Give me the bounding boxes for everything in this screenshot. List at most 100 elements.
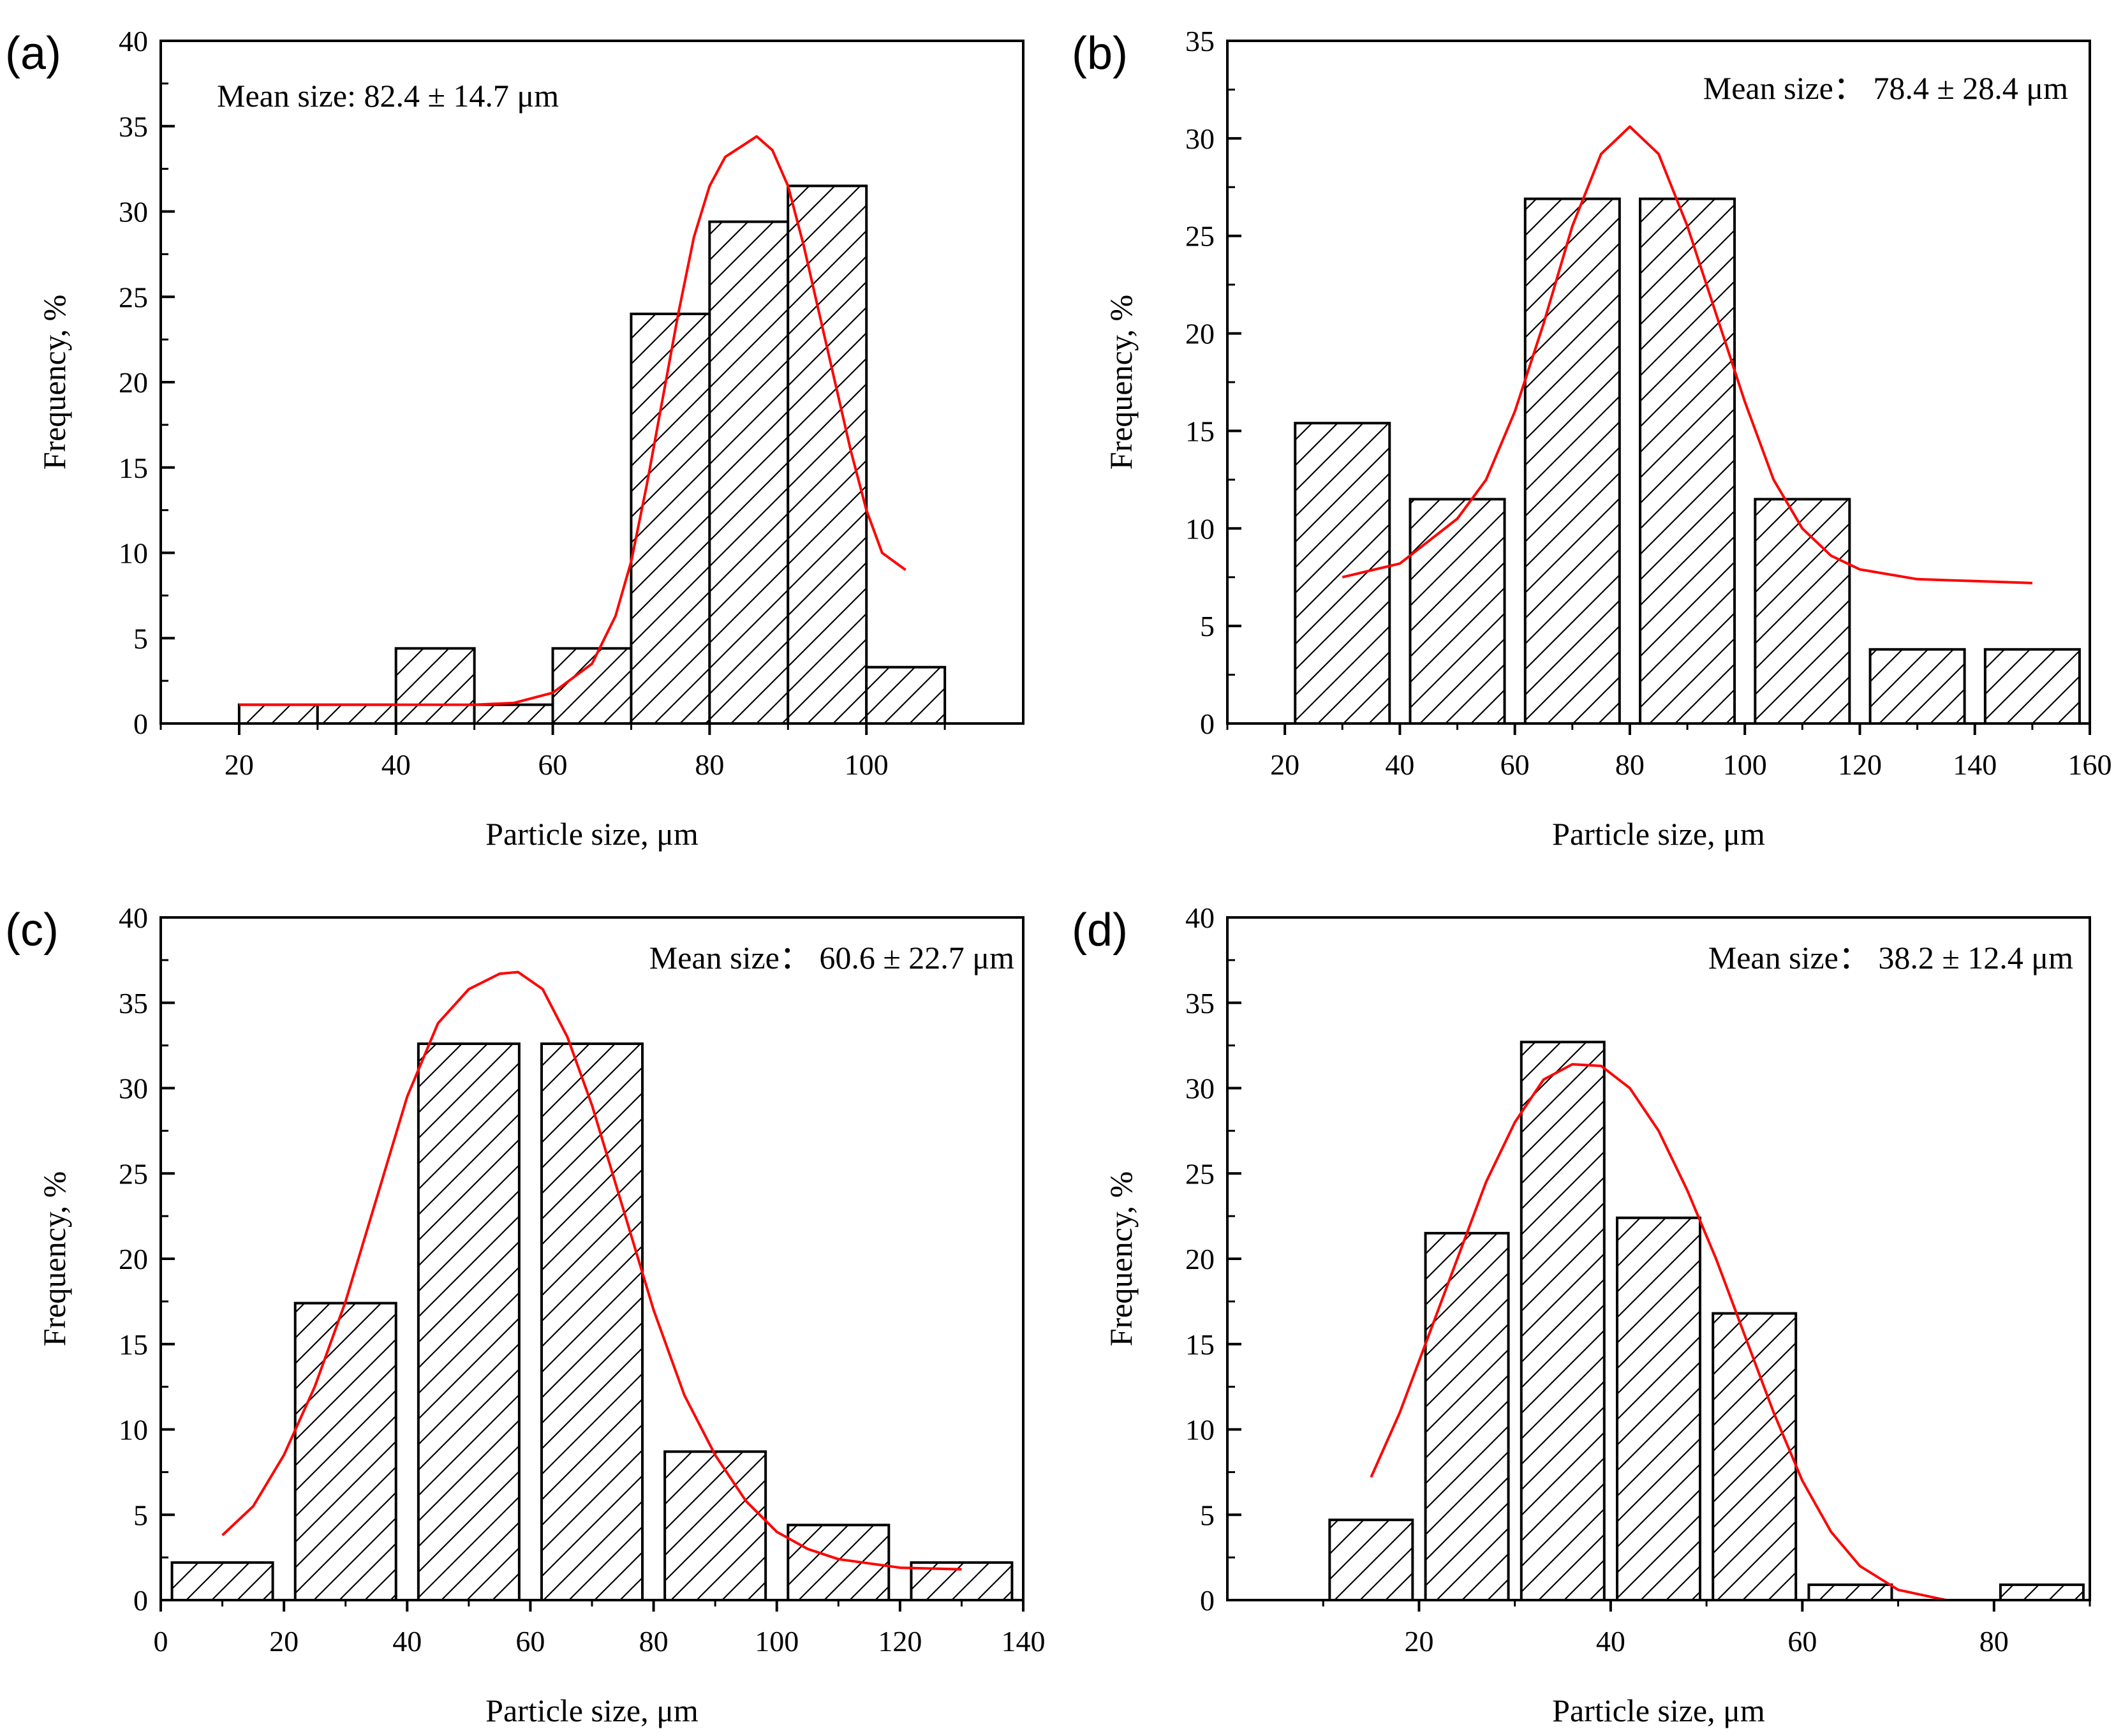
y-tick-label: 30 xyxy=(1185,1072,1215,1105)
y-tick-label: 30 xyxy=(1185,122,1215,155)
y-tick-label: 0 xyxy=(1200,1584,1215,1617)
panel-label: (b) xyxy=(1072,28,1128,79)
y-tick-label: 5 xyxy=(133,622,148,655)
x-tick-label: 140 xyxy=(1002,1625,1046,1658)
y-tick-label: 5 xyxy=(1200,1499,1215,1531)
fit-curve xyxy=(1342,125,2032,584)
bar xyxy=(1616,1216,1701,1602)
y-tick-label: 5 xyxy=(133,1499,148,1531)
bar xyxy=(1409,498,1506,725)
x-tick-label: 140 xyxy=(1953,748,1997,781)
bar xyxy=(708,220,790,725)
x-tick-label: 120 xyxy=(878,1625,922,1658)
y-tick-label: 25 xyxy=(119,281,148,313)
y-tick-label: 30 xyxy=(119,1072,148,1105)
fit-curve xyxy=(221,970,962,1571)
y-tick-label: 15 xyxy=(119,452,148,484)
y-tick-label: 10 xyxy=(119,1414,148,1446)
y-tick-label: 20 xyxy=(1185,318,1215,350)
y-tick-label: 0 xyxy=(133,1584,148,1617)
y-tick-label: 20 xyxy=(1185,1243,1215,1275)
bar xyxy=(1999,1583,2085,1602)
y-tick-label: 30 xyxy=(119,196,148,228)
y-tick-label: 10 xyxy=(1185,512,1215,545)
y-tick-label: 15 xyxy=(1185,415,1215,447)
y-axis-title: Frequency, % xyxy=(1103,1171,1139,1346)
y-tick-label: 40 xyxy=(119,901,148,934)
bar xyxy=(787,184,868,725)
x-tick-label: 20 xyxy=(225,748,254,781)
x-axis-title: Particle size, μm xyxy=(1552,816,1765,852)
y-tick-label: 25 xyxy=(1185,1157,1215,1190)
x-tick-label: 40 xyxy=(392,1625,422,1658)
bar xyxy=(1807,1583,1893,1602)
fit-curve xyxy=(239,135,906,706)
y-tick-label: 15 xyxy=(1185,1328,1215,1361)
y-tick-label: 20 xyxy=(119,366,148,399)
x-tick-label: 0 xyxy=(154,1625,168,1658)
x-axis-title: Particle size, μm xyxy=(1552,1693,1765,1728)
x-axis-title: Particle size, μm xyxy=(485,816,699,852)
x-tick-label: 60 xyxy=(538,748,568,781)
y-tick-label: 40 xyxy=(1185,901,1215,934)
fit-curve xyxy=(1370,1063,1947,1601)
bar xyxy=(1294,422,1391,725)
mean-size-annotation: Mean size： 60.6 ± 22.7 μm xyxy=(649,940,1014,976)
x-tick-label: 60 xyxy=(1787,1625,1817,1658)
plot-frame xyxy=(159,40,1025,725)
panel-a: 0 5 10 15 20 25 30 35 40 20 40 60 80 100 Particle size… xyxy=(5,25,1025,852)
bar xyxy=(293,1302,397,1602)
bar xyxy=(316,703,397,725)
y-tick-label: 5 xyxy=(1200,610,1215,642)
bar xyxy=(551,647,633,725)
bar xyxy=(910,1561,1014,1601)
y-tick-label: 25 xyxy=(119,1157,148,1190)
bar xyxy=(417,1042,521,1601)
y-tick-label: 10 xyxy=(119,537,148,570)
bar xyxy=(237,703,319,725)
bar xyxy=(1520,1041,1606,1601)
x-tick-label: 20 xyxy=(1270,748,1299,781)
bar xyxy=(1639,197,1736,725)
x-tick-label: 80 xyxy=(695,748,724,781)
panel-label: (d) xyxy=(1072,905,1128,956)
y-tick-label: 40 xyxy=(119,25,148,57)
x-tick-label: 80 xyxy=(639,1625,669,1658)
x-tick-label: 40 xyxy=(1385,748,1414,781)
x-tick-label: 40 xyxy=(381,748,411,781)
bar xyxy=(1712,1312,1798,1602)
bar xyxy=(1754,498,1851,725)
x-axis-title: Particle size, μm xyxy=(485,1693,699,1728)
x-tick-label: 40 xyxy=(1596,1625,1625,1658)
mean-size-annotation: Mean size: 82.4 ± 14.7 μm xyxy=(217,78,559,114)
x-tick-label: 80 xyxy=(1979,1625,2009,1658)
x-tick-label: 100 xyxy=(845,748,889,781)
mean-size-annotation: Mean size： 38.2 ± 12.4 μm xyxy=(1708,940,2073,976)
x-tick-label: 60 xyxy=(1500,748,1530,781)
bar xyxy=(540,1042,644,1601)
bar xyxy=(170,1561,274,1601)
x-tick-label: 120 xyxy=(1838,748,1882,781)
bar xyxy=(865,665,947,725)
x-tick-label: 100 xyxy=(755,1625,799,1658)
panel-label: (c) xyxy=(5,905,59,956)
bar xyxy=(1523,197,1621,725)
y-tick-label: 25 xyxy=(1185,220,1215,253)
bar xyxy=(663,1450,767,1601)
panel-label: (a) xyxy=(5,28,61,79)
panel-d: 0 5 10 15 20 25 30 35 40 20 40 60 80 Particle size, μ… xyxy=(1072,901,2091,1728)
y-tick-label: 10 xyxy=(1185,1414,1215,1446)
y-tick-label: 0 xyxy=(1200,708,1215,740)
bar xyxy=(1328,1518,1414,1601)
y-tick-label: 0 xyxy=(133,708,148,740)
y-tick-label: 35 xyxy=(1185,987,1215,1020)
mean-size-annotation: Mean size： 78.4 ± 28.4 μm xyxy=(1703,70,2068,106)
y-axis-title: Frequency, % xyxy=(36,1171,72,1346)
x-tick-label: 80 xyxy=(1615,748,1645,781)
bar xyxy=(473,703,554,725)
bar xyxy=(1424,1231,1510,1601)
bar xyxy=(1983,648,2081,725)
y-tick-label: 35 xyxy=(119,110,148,143)
